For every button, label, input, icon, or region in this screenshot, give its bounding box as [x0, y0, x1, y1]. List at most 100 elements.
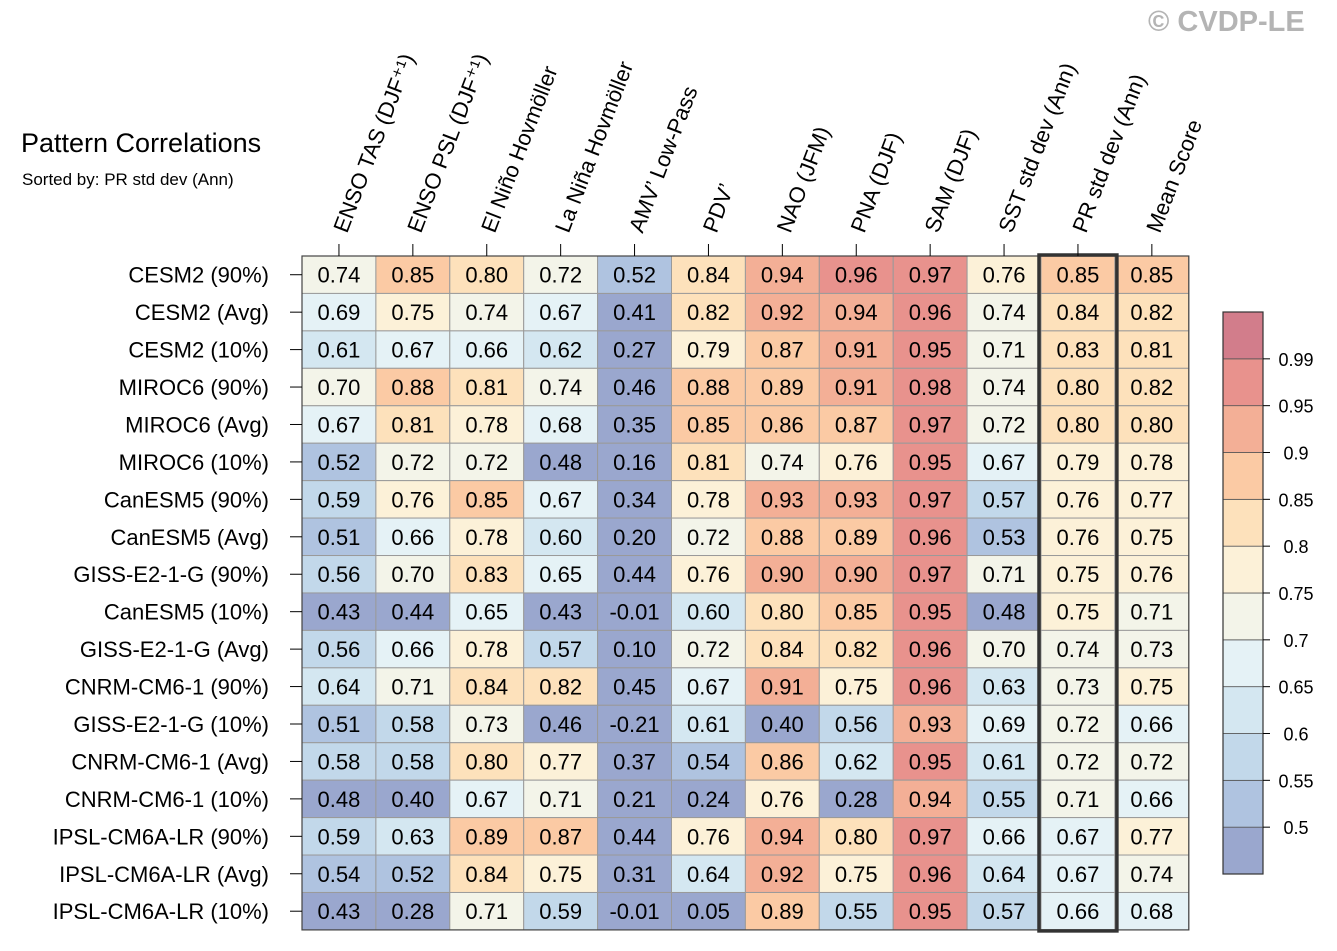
heatmap-cell — [597, 704, 672, 744]
cell-value-label: 0.10 — [613, 637, 656, 662]
heatmap-cell — [375, 667, 451, 706]
cell-value-label: 0.16 — [613, 450, 656, 475]
heatmap-cell — [892, 330, 968, 369]
cell-value-label: 0.73 — [1057, 675, 1100, 700]
heatmap-cell — [1114, 330, 1190, 369]
column-label: SAM (DJF) — [919, 125, 981, 236]
cell-value-label: 0.46 — [539, 712, 582, 737]
heatmap-cell — [1040, 742, 1116, 781]
cell-value-label: 0.76 — [983, 263, 1026, 288]
cell-value-label: 0.53 — [983, 525, 1026, 550]
heatmap-cell — [449, 667, 525, 706]
heatmap-cell — [597, 405, 672, 444]
column-label: AMV’ Low-Pass — [624, 83, 703, 236]
heatmap-cell — [375, 442, 451, 482]
cell-value-label: 0.82 — [1130, 300, 1173, 325]
cell-value-label: 0.72 — [1130, 749, 1173, 774]
cell-value-label: 0.68 — [539, 412, 582, 437]
cell-value-label: 0.95 — [909, 338, 952, 363]
heatmap-cell — [966, 742, 1042, 781]
heatmap-cell — [966, 891, 1042, 931]
cell-value-label: 0.71 — [983, 562, 1026, 587]
heatmap-cell — [818, 405, 894, 444]
heatmap-cell — [523, 330, 599, 369]
heatmap-cell — [1040, 891, 1116, 931]
cell-value-label: 0.72 — [1057, 749, 1100, 774]
heatmap-cell — [375, 255, 451, 294]
cell-value-label: 0.73 — [1130, 637, 1173, 662]
column-label: Mean Score — [1141, 116, 1207, 236]
cell-value-label: 0.69 — [983, 712, 1026, 737]
heatmap-cell — [818, 592, 894, 631]
heatmap-cell — [449, 742, 525, 781]
cell-value-label: 0.75 — [539, 862, 582, 887]
heatmap-cell — [892, 292, 968, 332]
row-label: MIROC6 (Avg) — [125, 412, 269, 437]
cell-value-label: 0.94 — [835, 300, 878, 325]
cell-value-label: 0.55 — [983, 787, 1026, 812]
cell-value-label: 0.71 — [1130, 600, 1173, 625]
cell-value-label: 0.21 — [613, 787, 656, 812]
cell-value-label: 0.97 — [909, 562, 952, 587]
heatmap-cell — [892, 817, 968, 856]
cell-value-label: 0.28 — [835, 787, 878, 812]
cell-value-label: 0.61 — [983, 749, 1026, 774]
chart-title: Pattern Correlations — [21, 128, 262, 158]
chart-subtitle: Sorted by: PR std dev (Ann) — [22, 170, 234, 189]
cell-value-label: 0.76 — [687, 562, 730, 587]
heatmap-cell — [523, 442, 599, 482]
heatmap-cell — [449, 704, 525, 744]
column-label: ENSO TAS (DJF⁺¹) — [328, 50, 419, 236]
colorbar-tick-label: 0.85 — [1278, 490, 1313, 510]
heatmap-cell — [671, 629, 746, 669]
heatmap-cell — [523, 555, 599, 594]
row-label: CanESM5 (Avg) — [110, 525, 269, 550]
cell-value-label: 0.64 — [687, 862, 730, 887]
cell-value-label: 0.52 — [391, 862, 434, 887]
cell-value-label: 0.74 — [465, 300, 508, 325]
cell-value-label: 0.60 — [687, 600, 730, 625]
cell-value-label: 0.85 — [465, 487, 508, 512]
cell-value-label: 0.72 — [465, 450, 508, 475]
heatmap-cell — [1040, 442, 1116, 482]
heatmap-cell — [597, 367, 672, 407]
cell-value-label: 0.95 — [909, 899, 952, 924]
column-label: PNA (DJF) — [846, 129, 907, 236]
cell-value-label: 0.40 — [391, 787, 434, 812]
row-label: CNRM-CM6-1 (10%) — [65, 787, 269, 812]
heatmap-cell — [1114, 480, 1190, 519]
cell-value-label: 0.40 — [761, 712, 804, 737]
cell-value-label: 0.75 — [1057, 562, 1100, 587]
colorbar-tick-label: 0.8 — [1283, 537, 1308, 557]
heatmap-cell — [1114, 667, 1190, 706]
heatmap-cell — [523, 480, 599, 519]
cell-value-label: 0.80 — [465, 749, 508, 774]
heatmap-cell — [744, 442, 820, 482]
heatmap-cell — [966, 517, 1042, 557]
cell-value-label: 0.44 — [613, 824, 656, 849]
cell-value-label: 0.82 — [539, 675, 582, 700]
colorbar-tick-label: 0.65 — [1278, 678, 1313, 698]
cell-value-label: 0.80 — [1057, 375, 1100, 400]
cell-value-label: 0.67 — [1057, 862, 1100, 887]
heatmap-cell — [744, 367, 820, 407]
row-label: IPSL-CM6A-LR (10%) — [53, 899, 269, 924]
heatmap-cell — [1040, 255, 1116, 294]
column-label: La Niña Hovmöller — [550, 58, 638, 236]
cell-value-label: 0.78 — [1130, 450, 1173, 475]
heatmap-cell — [966, 405, 1042, 444]
heatmap-cell — [301, 891, 377, 931]
cell-value-label: 0.71 — [983, 338, 1026, 363]
cell-value-label: 0.88 — [687, 375, 730, 400]
cell-value-label: 0.52 — [318, 450, 361, 475]
cell-value-label: 0.85 — [687, 412, 730, 437]
cell-value-label: 0.80 — [835, 824, 878, 849]
heatmap-cell — [1040, 555, 1116, 594]
heatmap-cell — [671, 704, 746, 744]
heatmap-cell — [301, 555, 377, 594]
cell-value-label: 0.62 — [835, 749, 878, 774]
cell-value-label: 0.76 — [391, 487, 434, 512]
cell-value-label: 0.85 — [1057, 263, 1100, 288]
column-label: ENSO PSL (DJF⁺¹) — [402, 50, 493, 236]
cell-value-label: 0.81 — [465, 375, 508, 400]
